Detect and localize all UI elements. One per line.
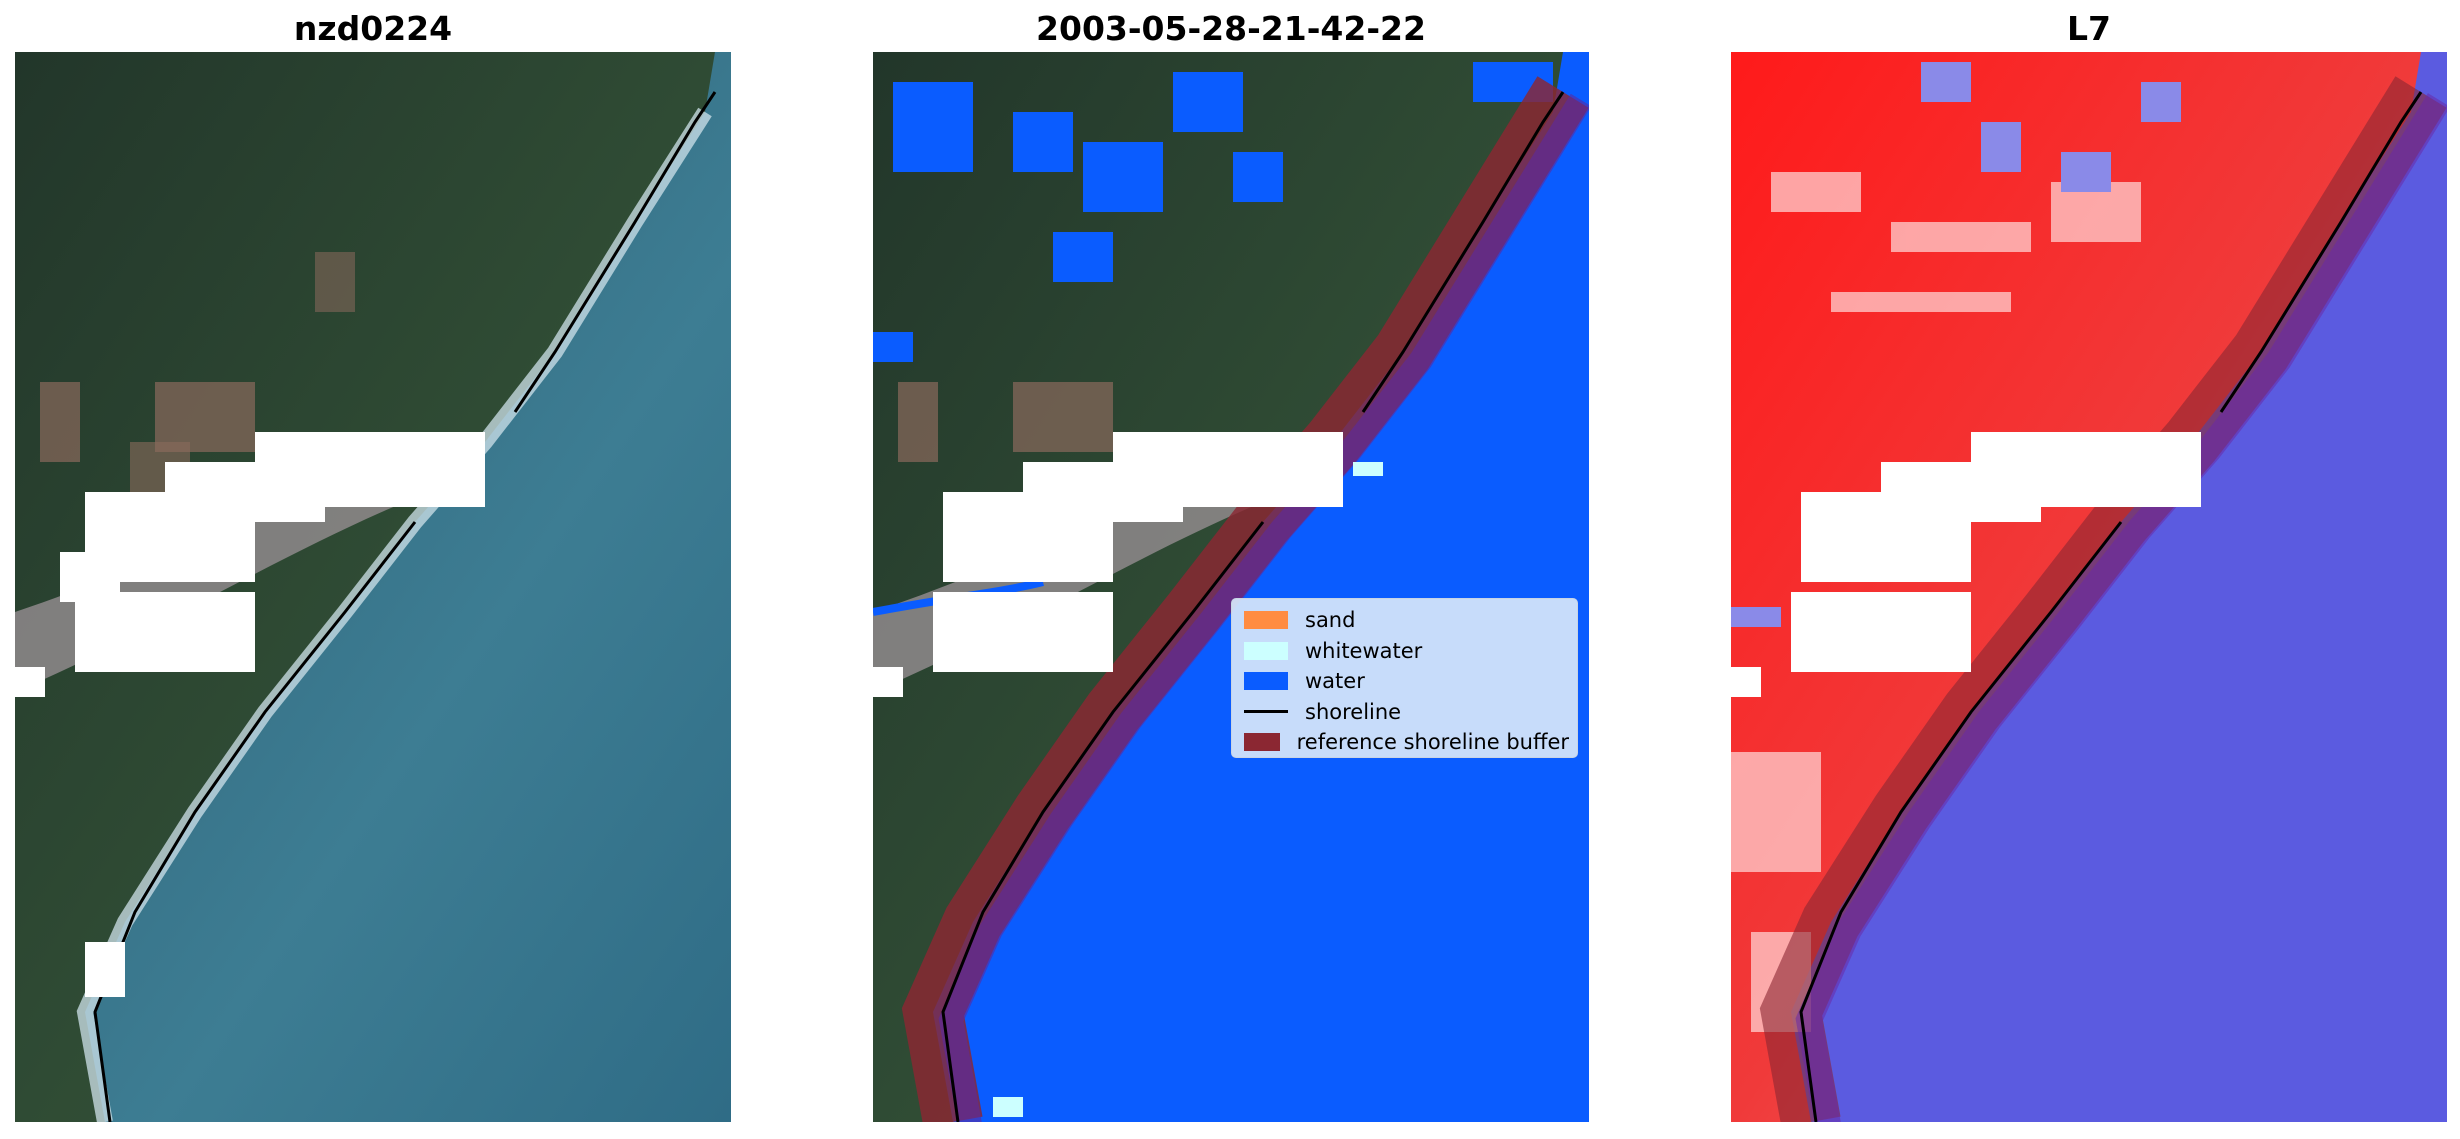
farm-field (155, 382, 255, 452)
legend-label: reference shoreline buffer (1296, 730, 1569, 755)
legend-label: sand (1305, 608, 1356, 633)
shoreline (1799, 91, 2423, 1122)
legend-label: shoreline (1305, 699, 1402, 724)
legend-item-buffer: reference shoreline buffer (1240, 727, 1569, 758)
whitewater-class (993, 1097, 1023, 1117)
legend: sand whitewater water shoreline referenc… (1231, 598, 1578, 758)
legend-item-water: water (1240, 666, 1569, 697)
buffer-over-water (938, 93, 1589, 1122)
panel-title-index: L7 (2067, 9, 2111, 48)
legend-item-whitewater: whitewater (1240, 636, 1569, 667)
cloud-mask (873, 432, 1343, 697)
farm-field (898, 382, 938, 462)
legend-label: water (1305, 669, 1365, 694)
legend-swatch-sand (1244, 611, 1288, 630)
legend-swatch-buffer (1244, 733, 1280, 752)
shoreline (93, 91, 717, 1122)
legend-swatch-shoreline (1244, 710, 1288, 714)
classified-image (873, 52, 1589, 1122)
inland-water-index (1731, 62, 2181, 627)
farm-field (1013, 382, 1113, 452)
shoreline (941, 91, 1565, 1122)
legend-swatch-whitewater (1244, 641, 1288, 660)
index-image (1731, 52, 2447, 1122)
classified-image-panel (873, 52, 1589, 1122)
rgb-image-panel (15, 52, 731, 1122)
buffer-over-water (1795, 93, 2447, 1122)
legend-label: whitewater (1305, 638, 1423, 663)
whitewater-class (1353, 462, 1383, 476)
index-image-panel (1731, 52, 2447, 1122)
legend-item-sand: sand (1240, 605, 1569, 636)
cloud-mask (1731, 432, 2201, 697)
panel-title-classified: 2003-05-28-21-42-22 (1036, 9, 1426, 48)
land-area (15, 52, 715, 1122)
legend-item-shoreline: shoreline (1240, 697, 1569, 728)
panel-title-rgb: nzd0224 (293, 9, 453, 48)
farm-field (315, 252, 355, 312)
rgb-image (15, 52, 731, 1122)
farm-field (40, 382, 80, 462)
cloud-mask (15, 432, 485, 997)
legend-swatch-water (1244, 672, 1288, 691)
